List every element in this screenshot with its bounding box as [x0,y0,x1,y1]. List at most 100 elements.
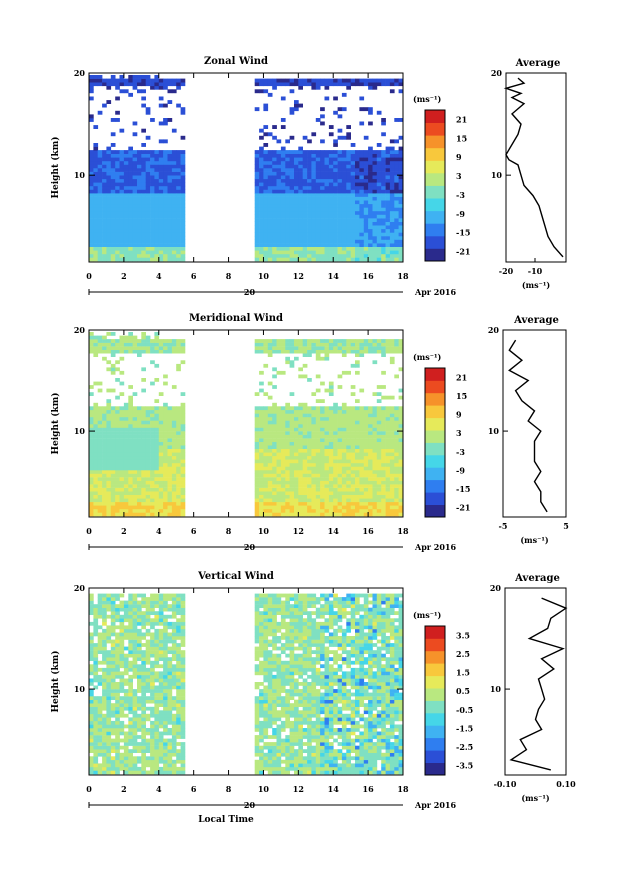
heatmap-cell [89,197,94,201]
heatmap-cell [154,710,159,714]
heatmap-cell [386,186,391,190]
heatmap-cell [316,236,321,240]
heatmap-cell [120,82,125,86]
heatmap-cell [124,498,129,502]
heatmap-cell [320,346,325,350]
heatmap-cell [307,179,312,183]
heatmap-cell [181,498,186,502]
heatmap-cell [102,175,107,179]
heatmap-cell [320,82,325,86]
heatmap-cell [102,435,107,439]
heatmap-cell [137,611,142,615]
heatmap-cell [168,182,173,186]
heatmap-cell [329,477,334,481]
heatmap-cell [368,204,373,208]
heatmap-cell [259,218,264,222]
heatmap-cell [325,343,330,347]
heatmap-cell [298,367,303,371]
heatmap-cell [137,229,142,233]
heatmap-cell [294,484,299,488]
heatmap-cell [137,168,142,172]
heatmap-cell [111,150,116,154]
heatmap-cell [106,161,111,165]
heatmap-cell [133,247,138,251]
heatmap-cell [93,200,98,204]
heatmap-cell [172,484,177,488]
heatmap-cell [377,445,382,449]
heatmap-cell [159,211,164,215]
heatmap-cell [281,125,286,129]
heatmap-cell [290,452,295,456]
heatmap-cell [386,254,391,258]
heatmap-cell [268,470,273,474]
heatmap-cell [181,442,186,446]
heatmap-cell [351,456,356,460]
heatmap-cell [89,114,94,118]
heatmap-cell [329,442,334,446]
heatmap-cell [150,452,155,456]
heatmap-cell [168,350,173,354]
heatmap-cell [272,403,277,407]
heatmap-cell [277,175,282,179]
heatmap-cell [364,107,369,111]
heatmap-cell [307,413,312,417]
heatmap-cell [333,157,338,161]
colorbar-swatch [425,173,445,186]
heatmap-cell [89,703,94,707]
heatmap-cell [255,481,260,485]
heatmap-cell [255,232,260,236]
heatmap-cell [163,428,168,432]
heatmap-cell [120,172,125,176]
heatmap-cell [141,89,146,93]
heatmap-cell [111,495,116,499]
heatmap-cell [307,232,312,236]
heatmap-cell [342,82,347,86]
heatmap-cell [307,343,312,347]
heatmap-cell [106,679,111,683]
heatmap-cell [93,193,98,197]
heatmap-cell [364,190,369,194]
heatmap-cell [133,225,138,229]
heatmap-cell [277,257,282,261]
heatmap-cell [172,513,177,517]
heatmap-cell [373,79,378,83]
heatmap-cell [128,477,133,481]
heatmap-cell [120,671,125,675]
heatmap-cell [386,222,391,226]
heatmap-cell [386,179,391,183]
heatmap-cell [377,186,382,190]
heatmap-cell [386,421,391,425]
heatmap-cell [285,360,290,364]
heatmap-cell [106,100,111,104]
heatmap-cell [141,679,146,683]
heatmap-cell [333,150,338,154]
heatmap-cell [368,111,373,115]
heatmap-cell [133,243,138,247]
heatmap-cell [259,157,264,161]
heatmap-cell [154,79,159,83]
heatmap-cell [141,739,146,743]
heatmap-cell [128,707,133,711]
heatmap-cell [106,615,111,619]
heatmap-cell [115,640,120,644]
heatmap-cell [277,477,282,481]
heatmap-cell [268,435,273,439]
heatmap-cell [106,491,111,495]
heatmap-cell [172,445,177,449]
heatmap-cell [381,491,386,495]
heatmap-cell [146,215,151,219]
heatmap-cell [268,215,273,219]
heatmap-cell [373,438,378,442]
heatmap-cell [277,435,282,439]
heatmap-cell [176,172,181,176]
heatmap-cell [359,175,364,179]
heatmap-cell [368,86,373,90]
heatmap-cell [298,150,303,154]
heatmap-cell [106,675,111,679]
heatmap-cell [98,491,103,495]
heatmap-cell [346,236,351,240]
heatmap-cell [320,157,325,161]
heatmap-cell [377,257,382,261]
heatmap-cell [172,79,177,83]
heatmap-cell [120,643,125,647]
